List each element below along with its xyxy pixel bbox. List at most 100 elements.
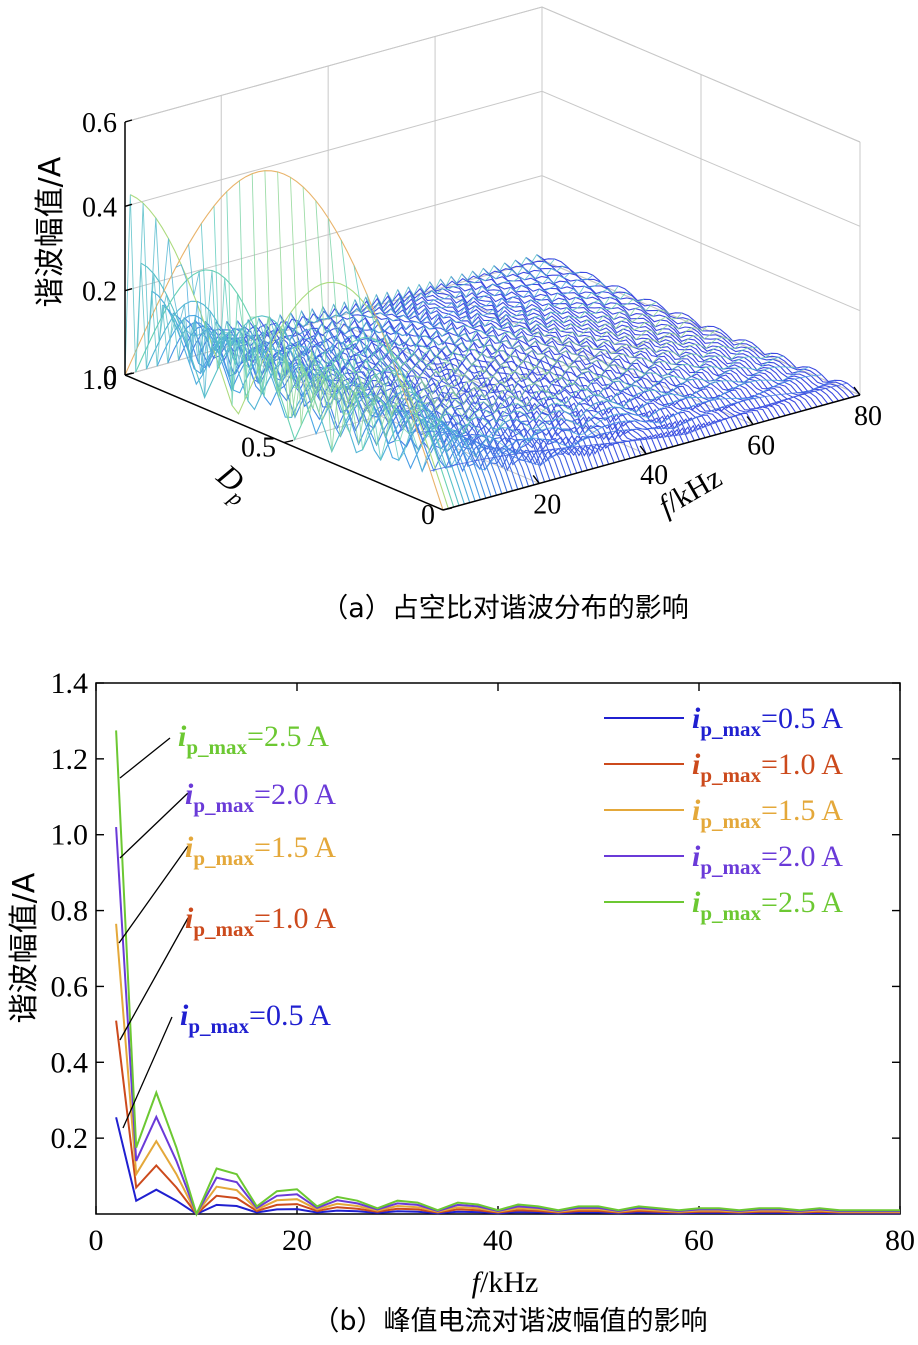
annotation-leader [122,1016,173,1129]
grid-line [124,6,861,143]
mesh-line [338,305,658,452]
mesh-line [418,284,738,430]
line-chart-x-axis-label: f/kHz [472,1266,539,1299]
x-tick-label: 40 [483,1224,513,1257]
series-annotation-5: ip_max=2.5 A [178,720,329,759]
mesh-line [353,265,772,461]
z-tick [124,287,133,292]
series-annotation-4: ip_max=2.0 A [185,778,336,817]
x-tick-label: 80 [885,1224,915,1257]
y-tick [283,439,294,444]
grid-line [124,6,861,143]
mesh-line [429,281,749,427]
mesh-line [461,273,781,418]
mesh-line [340,240,759,450]
mesh-line [378,325,797,473]
mesh-line [407,286,727,433]
mesh-line [145,300,465,505]
surface-mesh [124,170,861,511]
x-tick [746,416,754,425]
mesh-line [493,265,813,409]
line-chart-series [115,730,900,1217]
mesh-line [359,300,679,446]
y-tick-label: 1.4 [51,667,89,700]
series-annotations: ip_max=0.5 A ip_max=1.0 A ip_max=1.5 A ip_m… [178,720,336,1038]
x-tick-label: 80 [854,401,882,432]
series-line-3 [115,923,900,1216]
mesh-line [204,320,524,489]
y-tick-label: 0.8 [51,895,89,928]
mesh-line [525,257,845,400]
x-tick-label: 20 [533,489,561,520]
x-axis-line [442,394,861,511]
series-annotation-3: ip_max=1.5 A [185,831,336,870]
x-tick-label: 20 [282,1224,312,1257]
legend-label-3: ip_max=1.5 A [692,794,843,833]
legend: ip_max=0.5 A ip_max=1.0 A ip_max=1.5 A ip_m… [604,702,843,925]
y-tick-label: 1.0 [82,365,117,396]
surface-caption: （a）占空比对谐波分布的影响 [321,593,689,624]
x-tick [639,445,647,455]
x-tick-label: 60 [747,430,775,461]
annotation-leader-lines [118,737,189,1129]
mesh-line [536,254,856,397]
series-line-1 [115,1117,900,1216]
y-tick-label: 0.2 [51,1122,89,1155]
legend-label-2: ip_max=1.0 A [692,748,843,787]
mesh-line [417,379,835,466]
mesh-line [439,278,759,424]
y-tick [124,372,135,376]
mesh-line [520,263,840,402]
y-tick [442,507,453,511]
x-tick-label: 0 [89,1224,104,1257]
line-chart: 0 20 40 60 80 0.2 0.4 0.6 0.8 1.0 1.2 1.4 ip_max=0.… [7,667,915,1337]
z-tick-label: 0.6 [82,108,117,139]
z-tick [124,203,133,208]
mesh-line [482,268,802,412]
legend-label-4: ip_max=2.0 A [692,840,843,879]
annotation-leader [119,737,171,779]
legend-label-1: ip_max=0.5 A [692,702,843,741]
mesh-line [162,238,581,374]
line-chart-ticks: 0 20 40 60 80 0.2 0.4 0.6 0.8 1.0 1.2 1.4 [51,667,916,1257]
grid-line [124,259,543,376]
series-line-2 [115,1020,900,1216]
mesh-line [315,200,733,452]
mesh-line [509,265,829,405]
mesh-line [498,268,818,408]
mesh-line [402,290,722,434]
mesh-line [137,203,556,349]
line-chart-caption: （b）峰值电流对谐波幅值的影响 [312,1306,707,1337]
mesh-line [354,299,674,447]
mesh-line [279,314,599,468]
legend-label-5: ip_max=2.5 A [692,886,843,925]
z-tick-label: 0 [103,361,117,392]
mesh-line [445,280,765,422]
svg-text:Dp: Dp [206,456,260,511]
mesh-line [430,382,848,472]
mesh-line [404,374,822,471]
line-chart-y-axis-label: 谐波幅值/A [7,872,42,1023]
y-tick-label: 0.5 [241,433,276,464]
y-tick-label: 1.2 [51,743,89,776]
z-tick-label: 0.4 [82,192,117,223]
mesh-line [488,270,807,411]
surface-tick-labels: 0 0.2 0.4 0.6 20 40 60 80 0 0.5 1.0 [82,108,882,531]
annotation-leader [119,792,189,859]
grid-line [124,90,861,227]
mesh-line [175,264,594,377]
mesh-line [349,302,669,449]
mesh-line [188,244,606,398]
x-tick [853,386,861,396]
series-line-4 [115,827,900,1217]
mesh-line [311,308,631,459]
y-tick-label: 0.6 [51,970,89,1003]
mesh-line [504,262,824,406]
mesh-line [450,276,770,421]
surface-y-axis-label: Dp [206,456,260,511]
y-tick-label: 0 [421,500,435,531]
annotation-leader [118,845,189,944]
mesh-line [251,173,670,418]
